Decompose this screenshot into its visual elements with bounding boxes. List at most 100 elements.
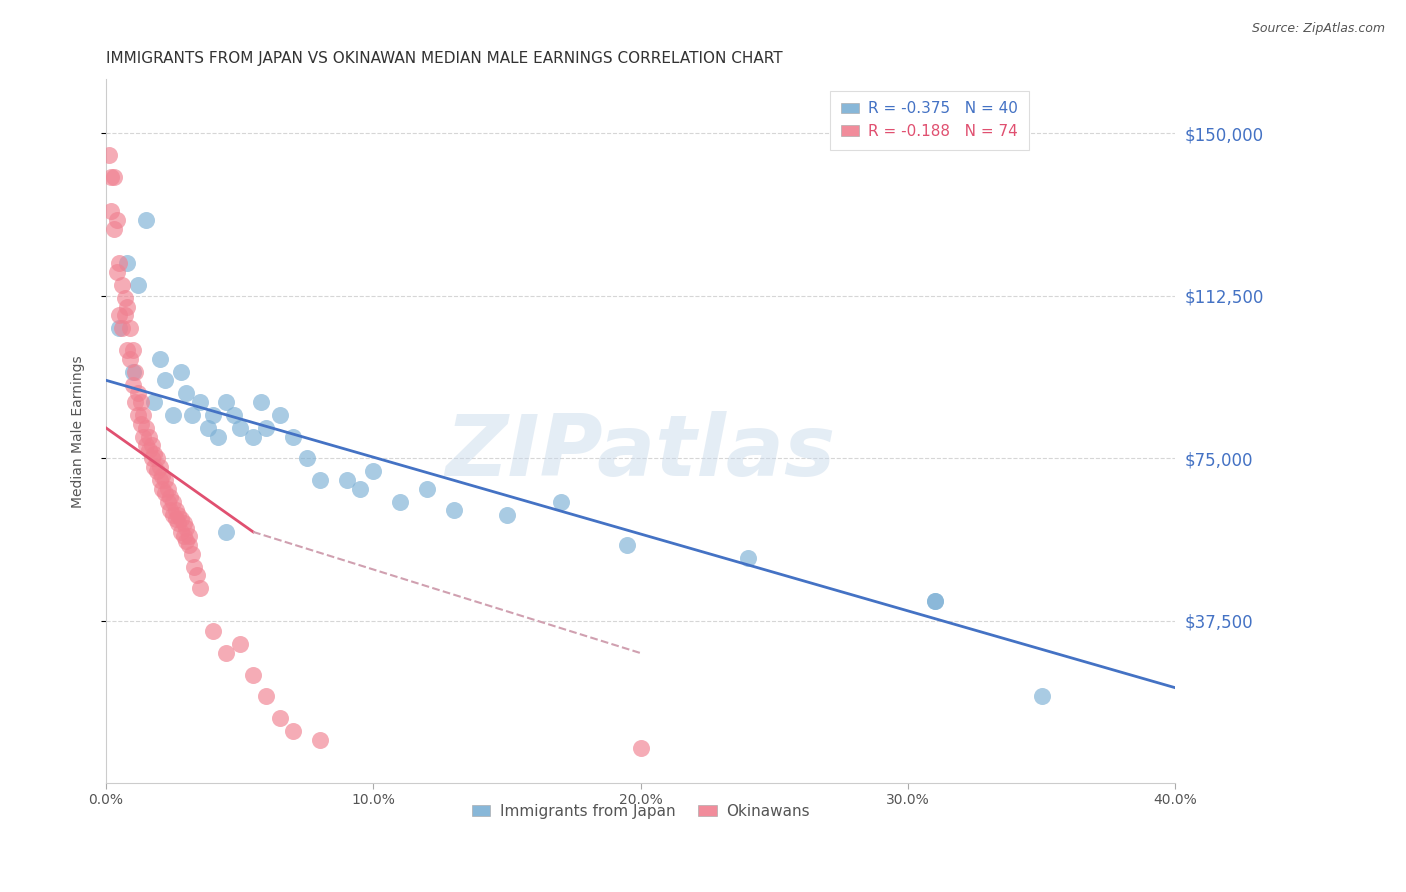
Point	[256, 690, 278, 704]
Point	[1031, 690, 1053, 704]
Point	[443, 503, 465, 517]
Point	[256, 421, 278, 435]
Point	[103, 221, 125, 235]
Point	[336, 473, 359, 487]
Point	[269, 408, 291, 422]
Point	[141, 451, 163, 466]
Point	[174, 520, 197, 534]
Point	[120, 351, 142, 366]
Point	[207, 429, 229, 443]
Point	[283, 429, 305, 443]
Point	[250, 395, 273, 409]
Text: ZIPatlas: ZIPatlas	[446, 411, 835, 494]
Point	[108, 256, 131, 270]
Point	[135, 438, 157, 452]
Point	[550, 494, 572, 508]
Point	[117, 256, 139, 270]
Point	[108, 309, 131, 323]
Point	[108, 321, 131, 335]
Point	[215, 646, 238, 660]
Point	[150, 482, 173, 496]
Point	[143, 459, 166, 474]
Point	[170, 512, 193, 526]
Point	[138, 442, 160, 457]
Point	[309, 473, 332, 487]
Point	[120, 321, 142, 335]
Point	[135, 421, 157, 435]
Point	[188, 395, 211, 409]
Point	[186, 568, 208, 582]
Y-axis label: Median Male Earnings: Median Male Earnings	[72, 355, 86, 508]
Point	[165, 512, 187, 526]
Point	[111, 321, 134, 335]
Point	[132, 408, 155, 422]
Point	[242, 429, 264, 443]
Point	[127, 386, 149, 401]
Text: Source: ZipAtlas.com: Source: ZipAtlas.com	[1251, 22, 1385, 36]
Point	[132, 429, 155, 443]
Point	[114, 309, 136, 323]
Point	[242, 667, 264, 681]
Point	[121, 365, 143, 379]
Point	[129, 417, 152, 431]
Point	[416, 482, 439, 496]
Point	[197, 421, 219, 435]
Point	[138, 429, 160, 443]
Point	[188, 581, 211, 595]
Point	[924, 594, 946, 608]
Point	[153, 473, 176, 487]
Point	[167, 508, 190, 522]
Point	[177, 529, 200, 543]
Point	[114, 291, 136, 305]
Point	[363, 464, 385, 478]
Point	[159, 490, 181, 504]
Point	[105, 265, 128, 279]
Point	[127, 278, 149, 293]
Point	[170, 524, 193, 539]
Point	[117, 300, 139, 314]
Point	[146, 464, 169, 478]
Point	[153, 486, 176, 500]
Point	[229, 637, 252, 651]
Point	[170, 365, 193, 379]
Point	[496, 508, 519, 522]
Point	[174, 386, 197, 401]
Point	[283, 724, 305, 739]
Point	[162, 508, 184, 522]
Point	[121, 377, 143, 392]
Point	[173, 529, 195, 543]
Point	[148, 459, 170, 474]
Text: IMMIGRANTS FROM JAPAN VS OKINAWAN MEDIAN MALE EARNINGS CORRELATION CHART: IMMIGRANTS FROM JAPAN VS OKINAWAN MEDIAN…	[105, 51, 783, 66]
Point	[156, 482, 179, 496]
Point	[117, 343, 139, 357]
Point	[174, 533, 197, 548]
Point	[121, 343, 143, 357]
Point	[180, 408, 202, 422]
Point	[389, 494, 412, 508]
Point	[309, 732, 332, 747]
Point	[127, 408, 149, 422]
Point	[124, 365, 146, 379]
Point	[295, 451, 318, 466]
Point	[616, 538, 638, 552]
Legend: Immigrants from Japan, Okinawans: Immigrants from Japan, Okinawans	[465, 797, 815, 825]
Point	[150, 468, 173, 483]
Point	[180, 547, 202, 561]
Point	[269, 711, 291, 725]
Point	[215, 395, 238, 409]
Point	[167, 516, 190, 531]
Point	[162, 494, 184, 508]
Point	[148, 473, 170, 487]
Point	[737, 550, 759, 565]
Point	[156, 494, 179, 508]
Point	[201, 408, 224, 422]
Point	[135, 213, 157, 227]
Point	[124, 395, 146, 409]
Point	[103, 169, 125, 184]
Point	[97, 148, 120, 162]
Point	[129, 395, 152, 409]
Point	[111, 278, 134, 293]
Point	[143, 447, 166, 461]
Point	[159, 503, 181, 517]
Point	[630, 741, 652, 756]
